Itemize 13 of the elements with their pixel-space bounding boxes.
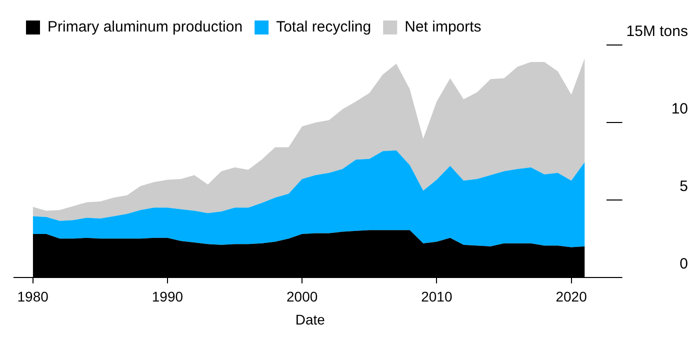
legend-label: Total recycling xyxy=(276,18,372,36)
y-tick-label: 5 xyxy=(680,178,688,196)
y-tick-label: 10 xyxy=(671,100,688,118)
x-tick-label: 1990 xyxy=(152,288,184,305)
x-tick-label: 2020 xyxy=(556,288,588,305)
legend-label: Net imports xyxy=(404,18,482,36)
x-tick-label: 2010 xyxy=(421,288,452,305)
x-tick-label: 1980 xyxy=(17,288,49,305)
x-axis-title: Date xyxy=(295,311,326,328)
y-tick-label: 15M tons xyxy=(626,23,688,40)
x-tick-label: 2000 xyxy=(286,288,318,305)
legend-label: Primary aluminum production xyxy=(48,18,243,36)
y-tick-label: 0 xyxy=(680,256,688,273)
